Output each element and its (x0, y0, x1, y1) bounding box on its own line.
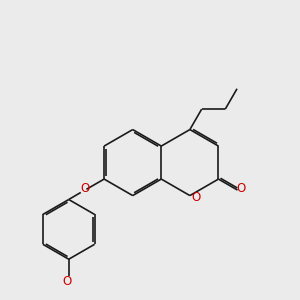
Text: O: O (191, 190, 200, 204)
Text: O: O (80, 182, 89, 195)
Text: O: O (62, 275, 71, 288)
Text: O: O (237, 182, 246, 195)
